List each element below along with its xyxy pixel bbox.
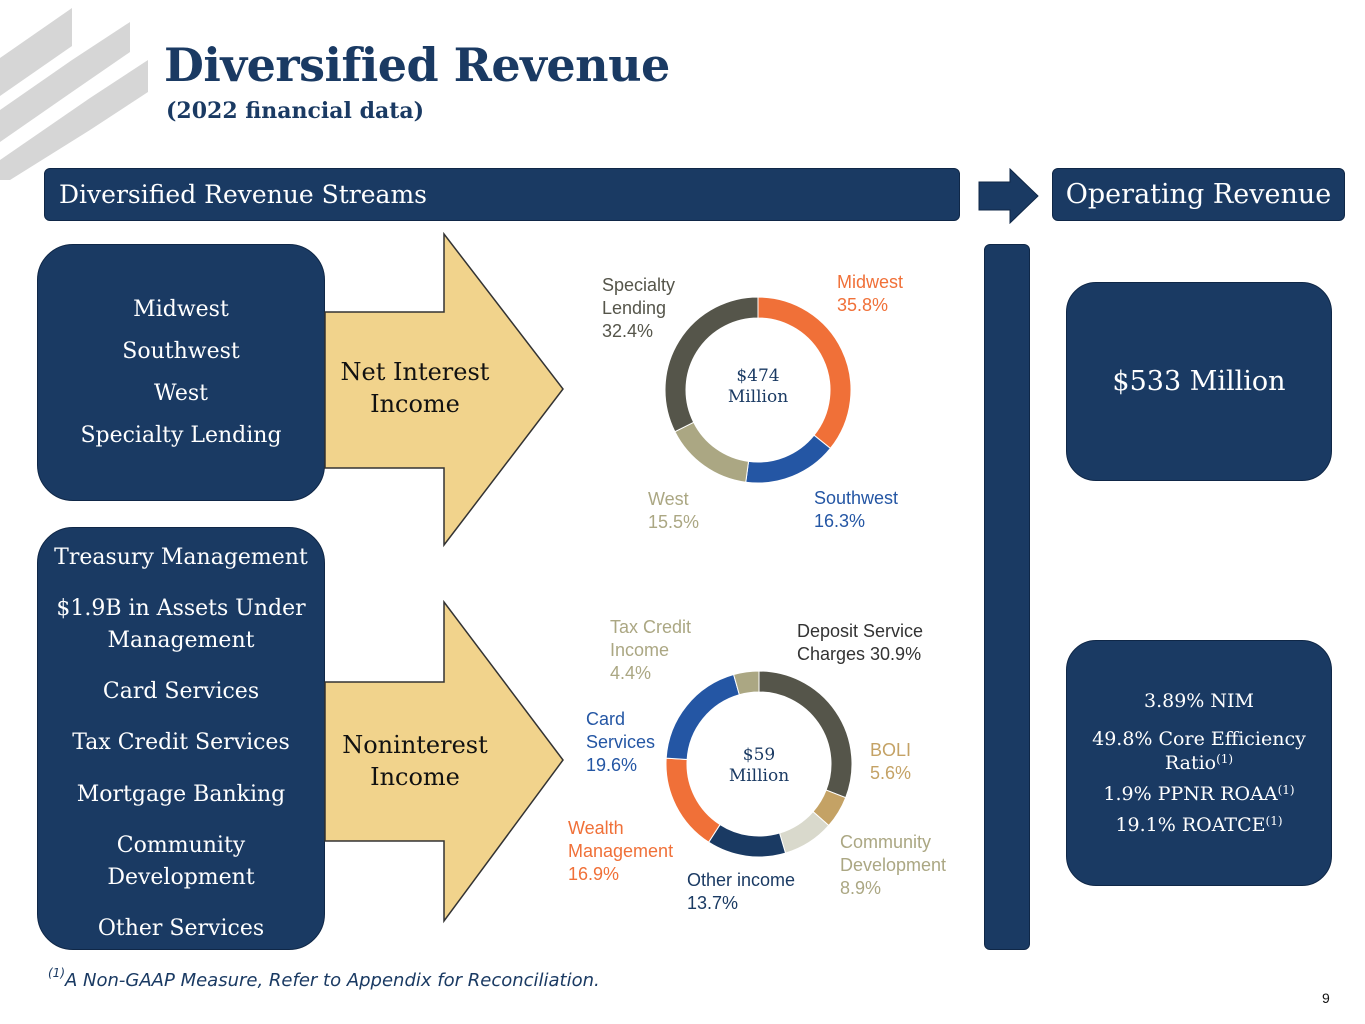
service-item: Other Services xyxy=(97,915,265,941)
donut-center-amount: $474 xyxy=(736,366,779,386)
slice-label-wealth-management: Wealth Management 16.9% xyxy=(568,818,678,884)
nii-slice-3 xyxy=(664,296,759,433)
metrics-box: 3.89% NIM 49.8% Core Efficiency Ratio(1)… xyxy=(1066,640,1332,886)
metric-efficiency: 49.8% Core Efficiency Ratio(1) xyxy=(1092,728,1306,774)
revenue-streams-bar: Diversified Revenue Streams xyxy=(44,168,960,221)
net-interest-label: Net Interest Income xyxy=(340,358,490,418)
services-box: Treasury Management $1.9B in Assets Unde… xyxy=(37,527,325,950)
service-item: Community Development xyxy=(107,832,255,890)
right-arrow-icon xyxy=(978,168,1039,224)
page-subtitle: (2022 financial data) xyxy=(166,98,425,124)
segment-item: Specialty Lending xyxy=(80,422,282,448)
nii-slice-2 xyxy=(674,421,750,483)
page-title: Diversified Revenue xyxy=(164,38,670,92)
slice-label-deposit-service: Deposit Service Charges 30.9% xyxy=(797,621,928,664)
slice-label-specialty-lending: Specialty Lending 32.4% xyxy=(602,275,680,341)
net-interest-arrow-icon xyxy=(324,232,564,548)
slice-label-west: West 15.5% xyxy=(648,489,699,532)
service-item: Tax Credit Services xyxy=(72,730,290,756)
slice-label-tax-credit: Tax Credit Income 4.4% xyxy=(610,617,696,683)
nii-slice-1 xyxy=(745,434,832,484)
noninterest-donut-chart: $59 Million Deposit Service Charges 30.9… xyxy=(568,617,951,913)
footnote: (1)A Non-GAAP Measure, Refer to Appendix… xyxy=(48,966,600,991)
segment-item: West xyxy=(154,380,208,406)
slice-label-card-services: Card Services 19.6% xyxy=(586,709,660,775)
service-item: Treasury Management xyxy=(54,545,308,570)
noninterest-label: Noninterest Income xyxy=(342,731,488,791)
metric-nim: 3.89% NIM xyxy=(1144,690,1254,712)
service-item: Card Services xyxy=(102,679,260,705)
operating-revenue-bar: Operating Revenue xyxy=(1052,168,1345,221)
net-interest-donut-chart: $474 Million Midwest 35.8% Southwest 16.… xyxy=(602,272,908,532)
donut-center-amount: $59 xyxy=(743,745,775,765)
nonii-slice-3 xyxy=(707,823,787,858)
metric-roatce: 19.1% ROATCE(1) xyxy=(1115,814,1283,836)
segments-box: Midwest Southwest West Specialty Lending xyxy=(37,244,325,501)
slice-label-other-income: Other income 13.7% xyxy=(687,870,800,913)
slice-label-midwest: Midwest 35.8% xyxy=(837,272,908,315)
slice-label-community-development: Community Development 8.9% xyxy=(840,832,951,898)
slice-label-southwest: Southwest 16.3% xyxy=(814,488,903,531)
logo-stripes-icon xyxy=(0,8,148,180)
nonii-slice-4 xyxy=(665,757,721,843)
noninterest-arrow-icon xyxy=(324,600,564,924)
metric-ppnr: 1.9% PPNR ROAA(1) xyxy=(1103,783,1295,805)
operating-revenue-box: $533 Million xyxy=(1066,282,1332,481)
nonii-slice-5 xyxy=(665,673,740,761)
segment-item: Midwest xyxy=(133,296,229,322)
nonii-slice-6 xyxy=(732,670,760,696)
slice-label-boli: BOLI 5.6% xyxy=(870,740,916,783)
operating-revenue-value: $533 Million xyxy=(1112,366,1286,397)
segment-item: Southwest xyxy=(122,338,240,364)
donut-center-unit: Million xyxy=(729,766,789,786)
page-number: 9 xyxy=(1322,990,1330,1006)
vertical-connector-bar xyxy=(984,244,1030,950)
service-item: Mortgage Banking xyxy=(76,781,286,807)
service-item: $1.9B in Assets Under Management xyxy=(56,596,306,654)
donut-center-unit: Million xyxy=(728,387,788,407)
